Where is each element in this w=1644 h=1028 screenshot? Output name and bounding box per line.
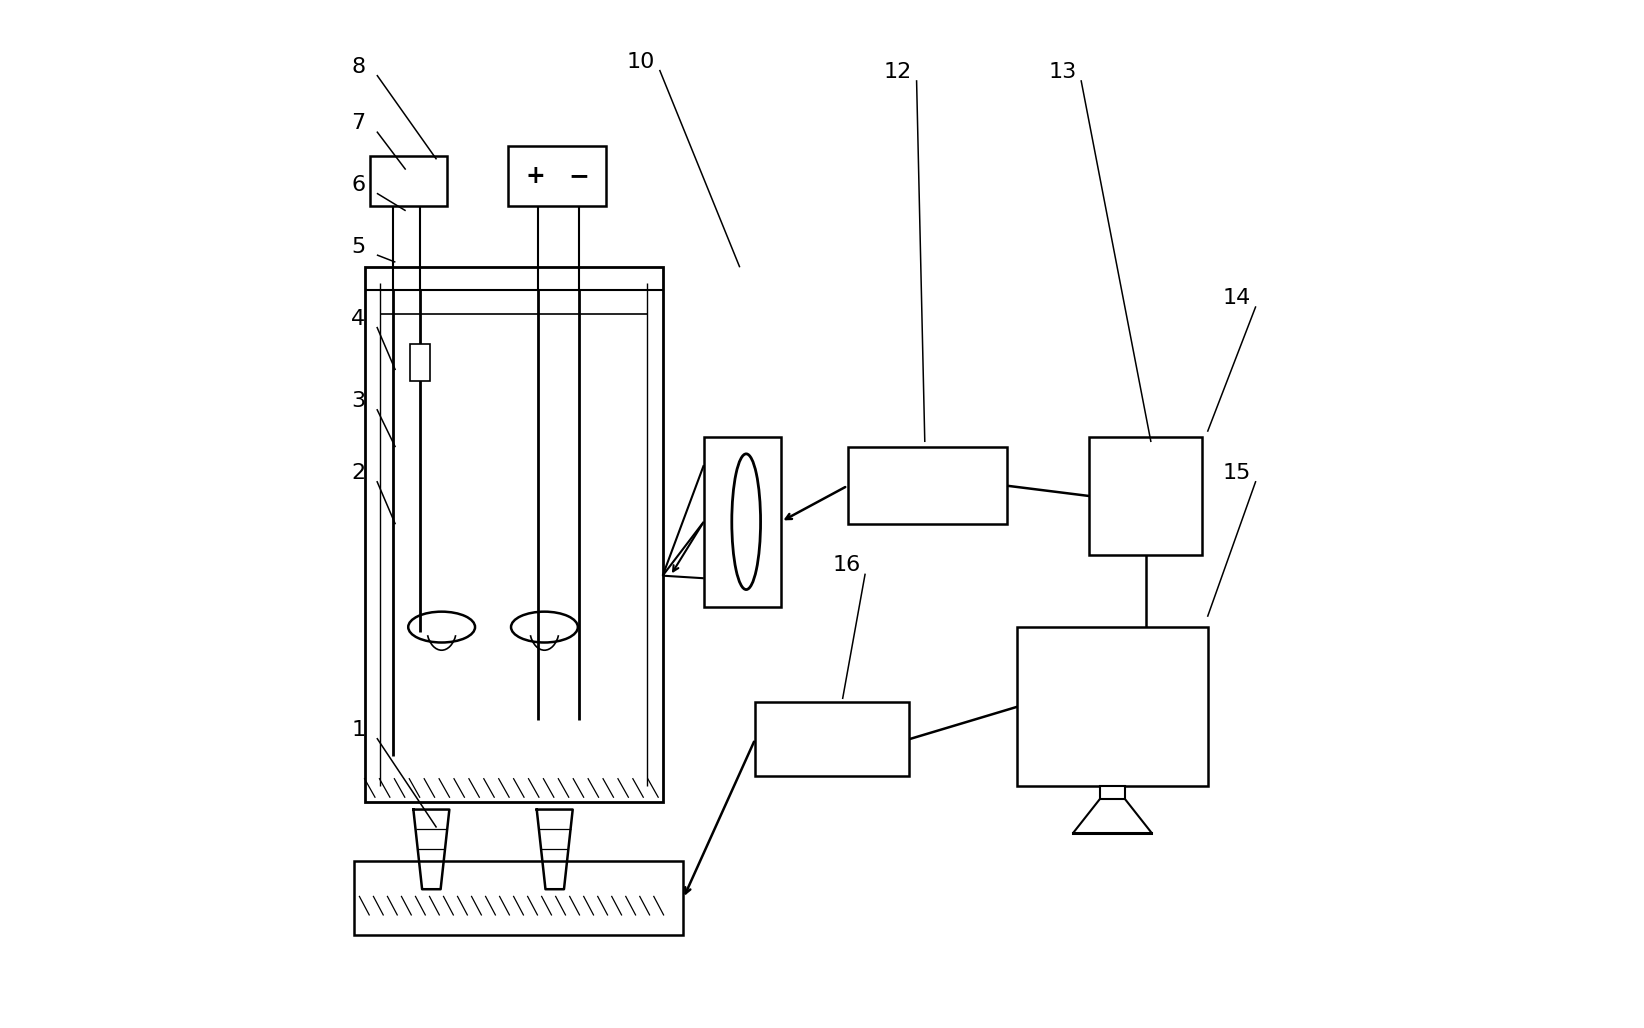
Text: 14: 14 xyxy=(1223,288,1251,308)
Bar xyxy=(848,447,1008,524)
Bar xyxy=(409,343,431,381)
Bar xyxy=(1090,437,1202,555)
Bar xyxy=(755,702,909,776)
Text: 8: 8 xyxy=(352,57,365,77)
Text: 16: 16 xyxy=(832,555,860,576)
Text: 3: 3 xyxy=(352,391,365,411)
Bar xyxy=(704,437,781,607)
Text: 7: 7 xyxy=(352,113,365,134)
Bar xyxy=(1018,627,1207,786)
Text: −: − xyxy=(569,163,589,188)
Bar xyxy=(353,861,684,935)
Text: 12: 12 xyxy=(884,62,912,82)
Bar xyxy=(365,267,663,802)
Text: 10: 10 xyxy=(626,51,654,72)
Bar xyxy=(370,156,447,206)
Text: 13: 13 xyxy=(1049,62,1077,82)
Text: 15: 15 xyxy=(1223,463,1251,483)
Text: 1: 1 xyxy=(352,720,365,740)
Text: 4: 4 xyxy=(352,308,365,329)
Bar xyxy=(1100,786,1124,799)
Bar xyxy=(360,896,667,915)
Text: 5: 5 xyxy=(352,236,365,257)
Bar xyxy=(508,146,607,206)
Text: 2: 2 xyxy=(352,463,365,483)
Text: 6: 6 xyxy=(352,175,365,195)
Text: +: + xyxy=(526,163,546,188)
